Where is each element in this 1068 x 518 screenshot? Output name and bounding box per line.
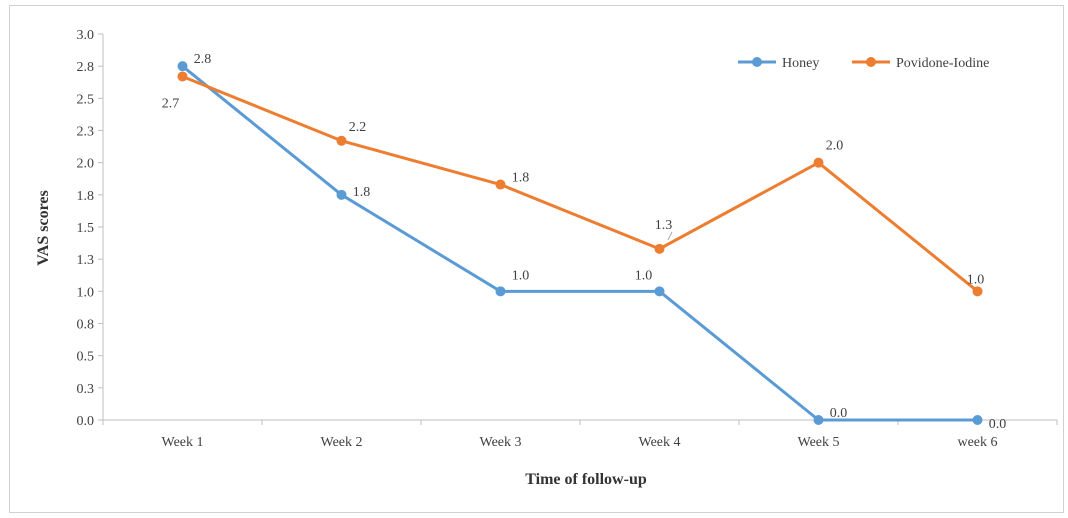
y-tick-label: 1.8 bbox=[77, 189, 95, 204]
data-label: 2.7 bbox=[162, 96, 180, 111]
y-tick-label: 0.5 bbox=[77, 350, 95, 365]
legend-swatch-marker bbox=[866, 57, 876, 67]
series-line-povidone-iodine bbox=[181, 75, 979, 293]
x-tick-label: week 6 bbox=[957, 435, 997, 450]
y-tick-label: 0.0 bbox=[77, 414, 95, 429]
data-label: 1.0 bbox=[967, 272, 985, 287]
legend-label: Honey bbox=[782, 56, 819, 71]
chart-frame: 0.0 0.3 0.5 0.8 1.0 1.3 1.5 1.8 2.0 2.3 2.5 2.8 3.0 W… bbox=[9, 5, 1064, 513]
data-label: 1.8 bbox=[512, 171, 530, 186]
data-label: 0.0 bbox=[989, 417, 1007, 432]
data-label: 1.0 bbox=[635, 268, 653, 283]
y-tick-label: 3.0 bbox=[77, 28, 95, 43]
y-tick-label: 2.5 bbox=[77, 92, 95, 107]
y-tick-label: 2.8 bbox=[77, 60, 95, 75]
x-tick-label: Week 1 bbox=[161, 435, 203, 450]
data-label: 2.8 bbox=[194, 52, 212, 67]
y-tick-label: 2.0 bbox=[77, 157, 95, 172]
data-point-honey bbox=[654, 286, 665, 297]
x-tick-label: Week 5 bbox=[797, 435, 839, 450]
y-tick-label: 2.3 bbox=[77, 125, 95, 140]
data-point-povidone-iodine bbox=[972, 286, 983, 297]
y-tick-label: 0.8 bbox=[77, 318, 95, 333]
data-label: 2.2 bbox=[349, 120, 367, 135]
data-label: 1.0 bbox=[512, 268, 530, 283]
label-leader-line bbox=[667, 231, 673, 241]
data-point-honey bbox=[813, 415, 824, 425]
x-tick-label: Week 4 bbox=[638, 435, 680, 450]
x-tick-label: Week 3 bbox=[479, 435, 521, 450]
data-point-honey bbox=[972, 415, 983, 425]
data-label: 1.3 bbox=[655, 218, 673, 233]
data-label: 0.0 bbox=[830, 406, 848, 421]
y-axis-title: VAS scores bbox=[35, 190, 52, 265]
legend: Honey Povidone-Iodine bbox=[738, 56, 989, 71]
data-label: 1.8 bbox=[353, 185, 371, 200]
y-tick-label: 1.5 bbox=[77, 221, 95, 236]
series-line-honey bbox=[181, 65, 978, 422]
data-point-povidone-iodine bbox=[177, 71, 188, 82]
y-tick-label: 1.0 bbox=[77, 285, 95, 300]
data-point-povidone-iodine bbox=[654, 243, 665, 254]
x-tick-label: Week 2 bbox=[320, 435, 362, 450]
legend-swatch-marker bbox=[752, 57, 762, 67]
data-point-honey bbox=[495, 286, 506, 297]
y-tick-label: 1.3 bbox=[77, 253, 95, 268]
data-point-povidone-iodine bbox=[336, 135, 347, 146]
data-point-povidone-iodine bbox=[495, 179, 506, 190]
y-tick-label: 0.3 bbox=[77, 382, 95, 397]
data-point-povidone-iodine bbox=[813, 157, 824, 168]
data-point-honey bbox=[177, 61, 188, 72]
line-chart: 0.0 0.3 0.5 0.8 1.0 1.3 1.5 1.8 2.0 2.3 2.5 2.8 3.0 W… bbox=[35, 28, 1058, 488]
x-axis-title: Time of follow-up bbox=[525, 471, 647, 488]
data-point-honey bbox=[336, 189, 347, 200]
data-label: 2.0 bbox=[826, 139, 844, 154]
legend-label: Povidone-Iodine bbox=[896, 56, 989, 71]
